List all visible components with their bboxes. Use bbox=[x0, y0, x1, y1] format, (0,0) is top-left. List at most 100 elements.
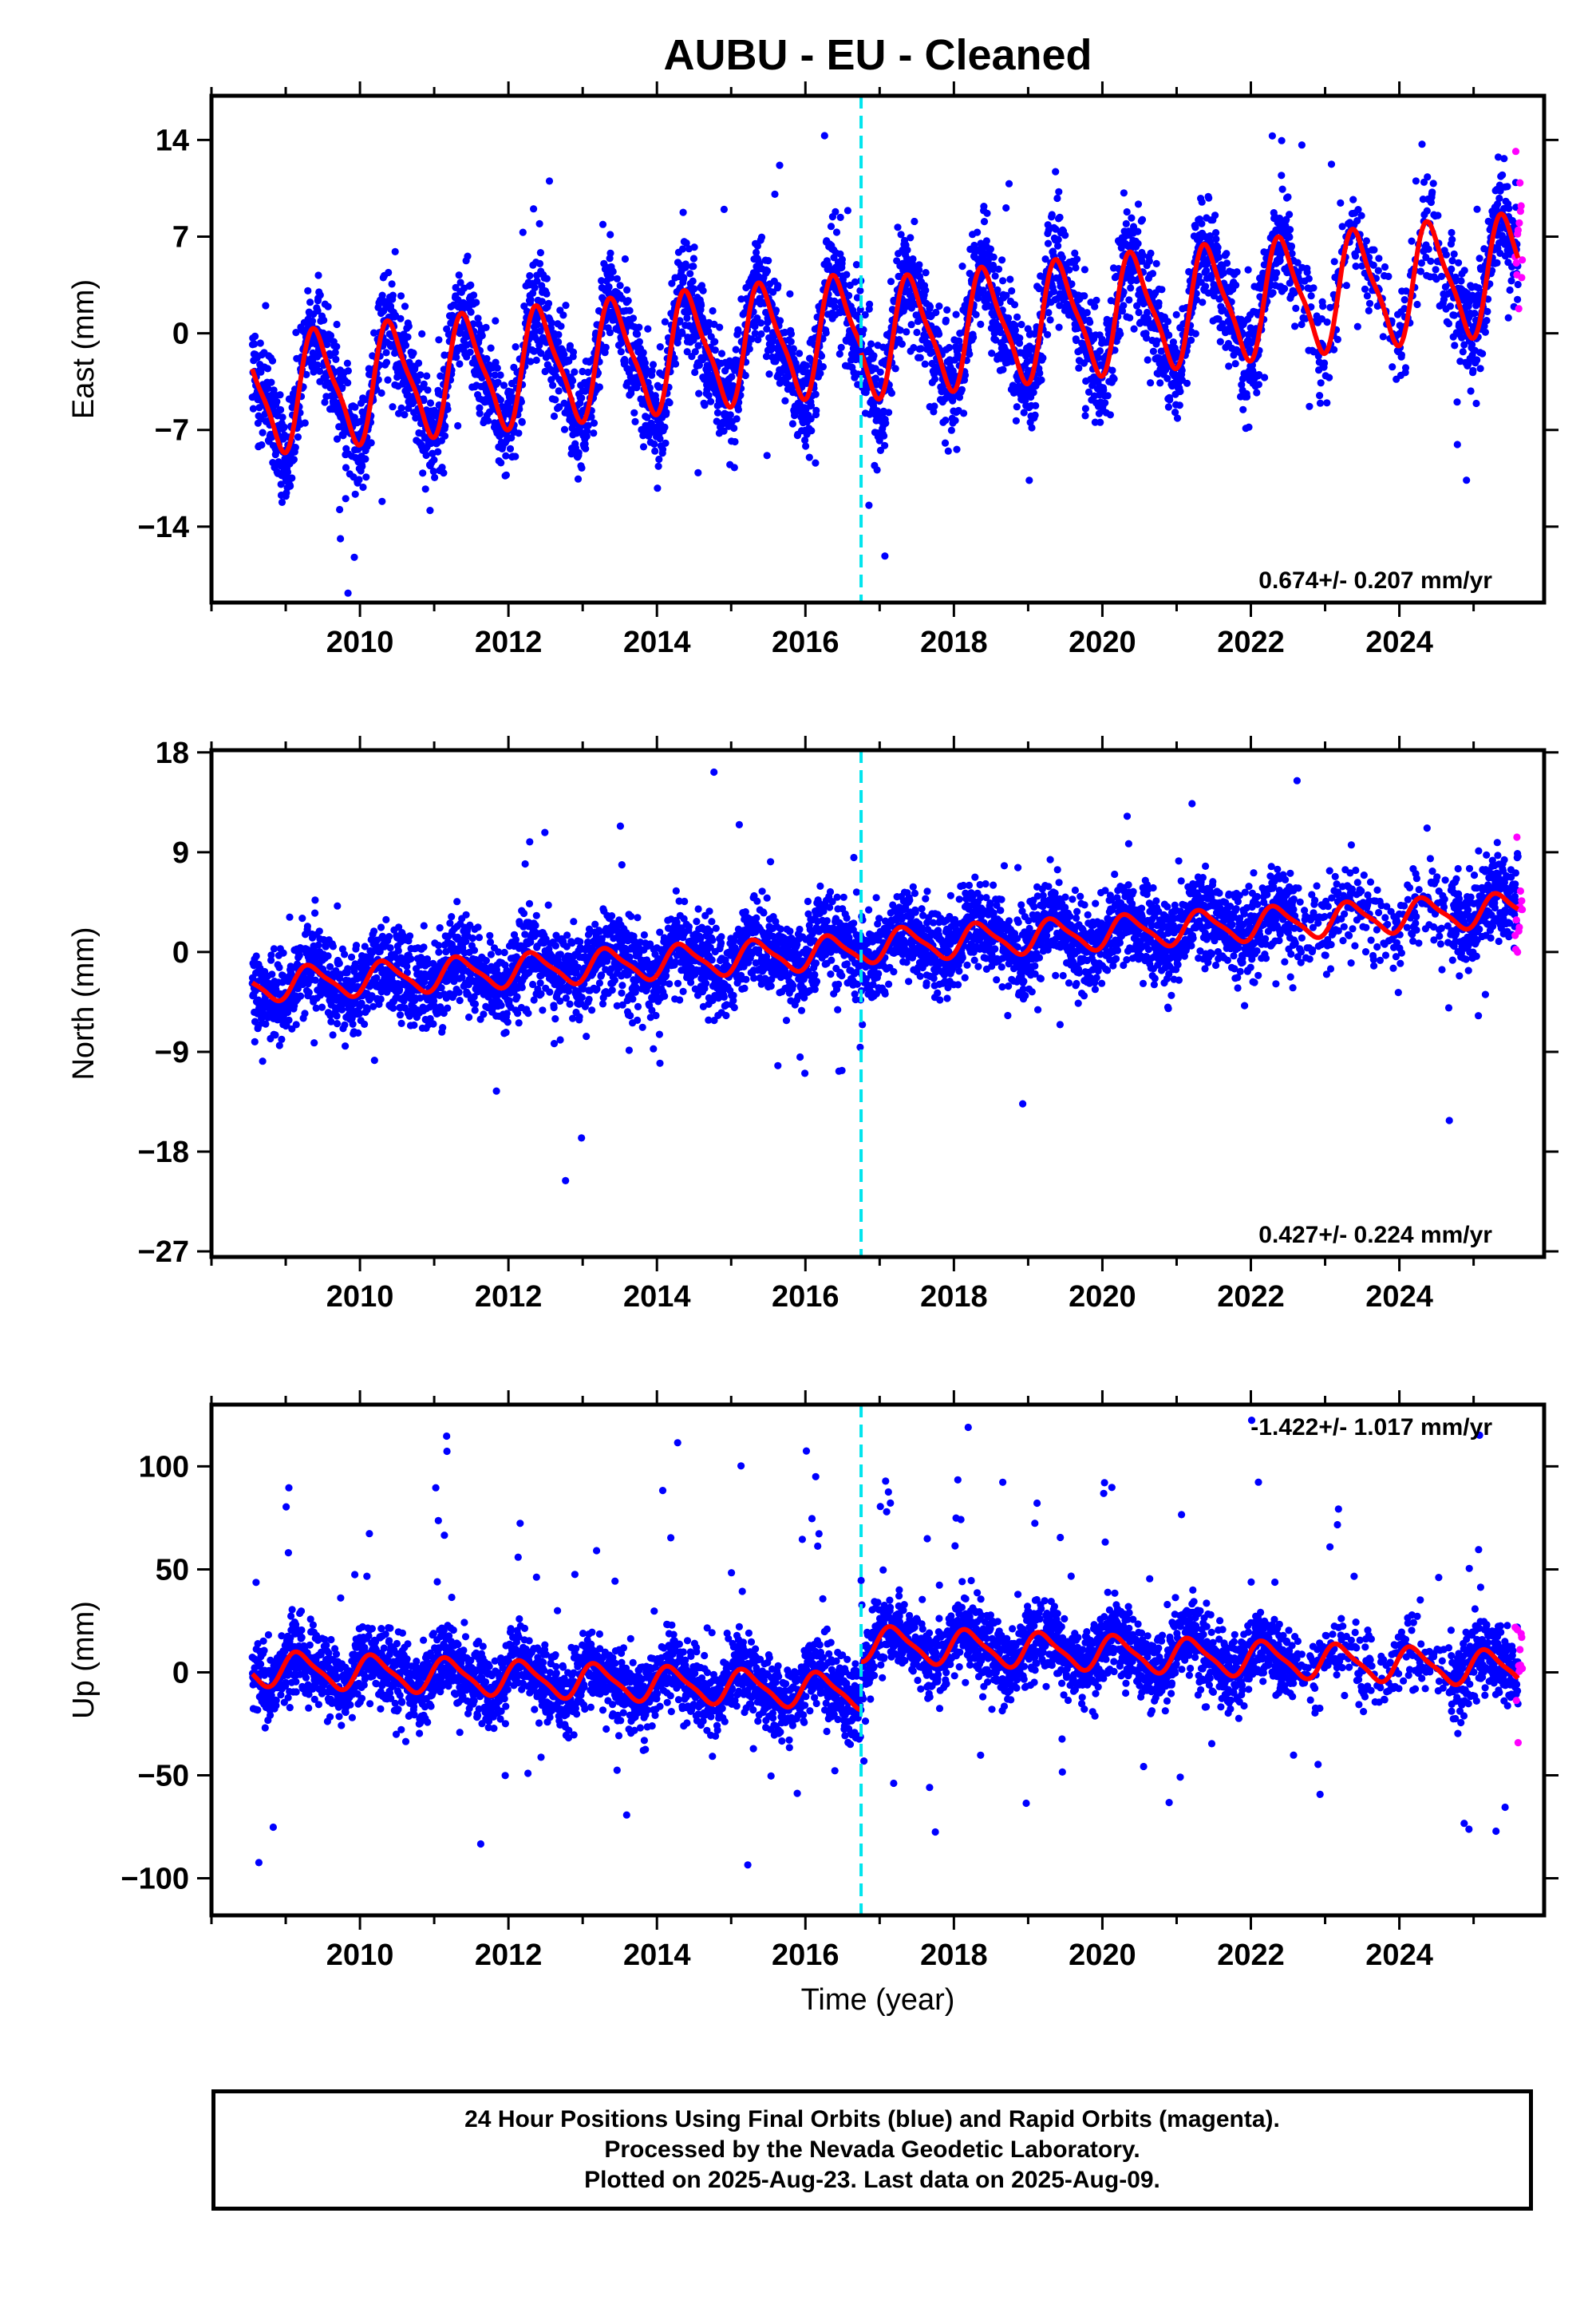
east-point bbox=[1506, 286, 1514, 294]
east-point bbox=[1223, 250, 1231, 258]
east-point bbox=[1514, 280, 1522, 289]
east-point bbox=[817, 352, 826, 360]
east-point bbox=[802, 362, 811, 370]
east-final-orbits-points bbox=[248, 132, 1522, 597]
east-point bbox=[551, 396, 559, 404]
east-point bbox=[1253, 389, 1261, 397]
east-point bbox=[355, 476, 363, 484]
east-point bbox=[944, 447, 952, 455]
east-point bbox=[1353, 322, 1361, 330]
east-point bbox=[991, 272, 999, 280]
east-point bbox=[1363, 292, 1371, 300]
east-point bbox=[1342, 282, 1350, 290]
east-y-tick-label: 7 bbox=[172, 220, 189, 254]
east-point bbox=[1503, 183, 1511, 191]
east-point bbox=[897, 231, 905, 239]
east-point bbox=[922, 287, 930, 294]
east-point bbox=[680, 274, 688, 282]
east-point bbox=[805, 453, 813, 461]
east-rapid-point bbox=[1514, 226, 1522, 234]
east-point bbox=[1223, 259, 1231, 267]
east-point bbox=[982, 237, 990, 245]
east-point bbox=[569, 348, 578, 356]
east-point bbox=[843, 271, 851, 279]
east-point bbox=[1120, 302, 1128, 310]
east-point bbox=[1073, 255, 1081, 263]
east-point bbox=[1292, 304, 1300, 312]
east-point bbox=[1080, 292, 1088, 300]
east-point bbox=[1381, 263, 1389, 271]
east-point bbox=[836, 213, 844, 221]
east-point bbox=[578, 394, 586, 402]
east-point bbox=[1091, 302, 1099, 310]
east-point bbox=[796, 350, 804, 358]
east-point bbox=[507, 405, 515, 413]
east-point bbox=[1044, 330, 1052, 338]
east-point bbox=[707, 397, 715, 405]
north-point bbox=[298, 915, 306, 923]
east-point bbox=[1006, 275, 1014, 283]
east-point bbox=[1472, 399, 1480, 408]
east-point bbox=[876, 368, 884, 376]
east-point bbox=[1134, 239, 1142, 247]
east-point bbox=[656, 343, 664, 351]
east-point bbox=[476, 404, 484, 412]
east-point bbox=[748, 335, 756, 343]
east-point bbox=[728, 373, 736, 381]
east-point bbox=[781, 328, 789, 337]
east-point bbox=[630, 409, 638, 417]
east-point bbox=[506, 445, 515, 453]
east-point bbox=[1273, 269, 1281, 277]
east-point bbox=[606, 231, 614, 239]
east-point bbox=[1437, 272, 1445, 280]
east-point bbox=[875, 437, 883, 445]
east-point bbox=[359, 483, 367, 492]
east-point bbox=[1379, 333, 1387, 341]
east-point bbox=[420, 397, 428, 405]
east-point bbox=[1269, 289, 1277, 297]
east-point bbox=[699, 287, 707, 294]
east-point bbox=[455, 271, 463, 279]
east-point bbox=[658, 445, 667, 453]
east-point bbox=[583, 433, 591, 441]
east-point bbox=[840, 281, 848, 289]
east-point bbox=[910, 344, 918, 352]
east-point bbox=[421, 485, 429, 493]
east-point bbox=[1005, 314, 1013, 322]
east-point bbox=[1427, 257, 1435, 265]
east-point bbox=[280, 423, 288, 431]
east-point bbox=[731, 437, 739, 446]
east-point bbox=[291, 444, 299, 452]
east-point bbox=[517, 397, 526, 406]
east-point bbox=[921, 360, 929, 368]
east-point bbox=[1493, 259, 1501, 267]
east-point bbox=[881, 552, 889, 560]
east-point bbox=[1037, 376, 1045, 384]
east-y-tick-label: −14 bbox=[138, 511, 189, 544]
east-point bbox=[1298, 141, 1306, 149]
east-point bbox=[440, 432, 449, 440]
east-point bbox=[1316, 392, 1324, 400]
east-point bbox=[816, 370, 824, 377]
east-point bbox=[1429, 180, 1437, 188]
east-point bbox=[697, 302, 705, 310]
east-point bbox=[771, 190, 779, 198]
east-point bbox=[774, 282, 782, 290]
east-point bbox=[574, 475, 583, 483]
east-point bbox=[1198, 198, 1206, 206]
east-point bbox=[533, 277, 541, 285]
east-point bbox=[894, 223, 902, 231]
east-point bbox=[837, 343, 845, 351]
east-point bbox=[1108, 366, 1116, 374]
east-point bbox=[531, 283, 539, 292]
east-point bbox=[308, 317, 317, 325]
east-point bbox=[324, 302, 332, 310]
east-point bbox=[1268, 132, 1276, 140]
east-point bbox=[361, 396, 369, 404]
east-point bbox=[634, 330, 642, 338]
east-point bbox=[391, 247, 399, 255]
east-point bbox=[385, 268, 393, 277]
east-point bbox=[424, 386, 432, 394]
east-point bbox=[836, 350, 843, 358]
east-point bbox=[1134, 227, 1142, 235]
